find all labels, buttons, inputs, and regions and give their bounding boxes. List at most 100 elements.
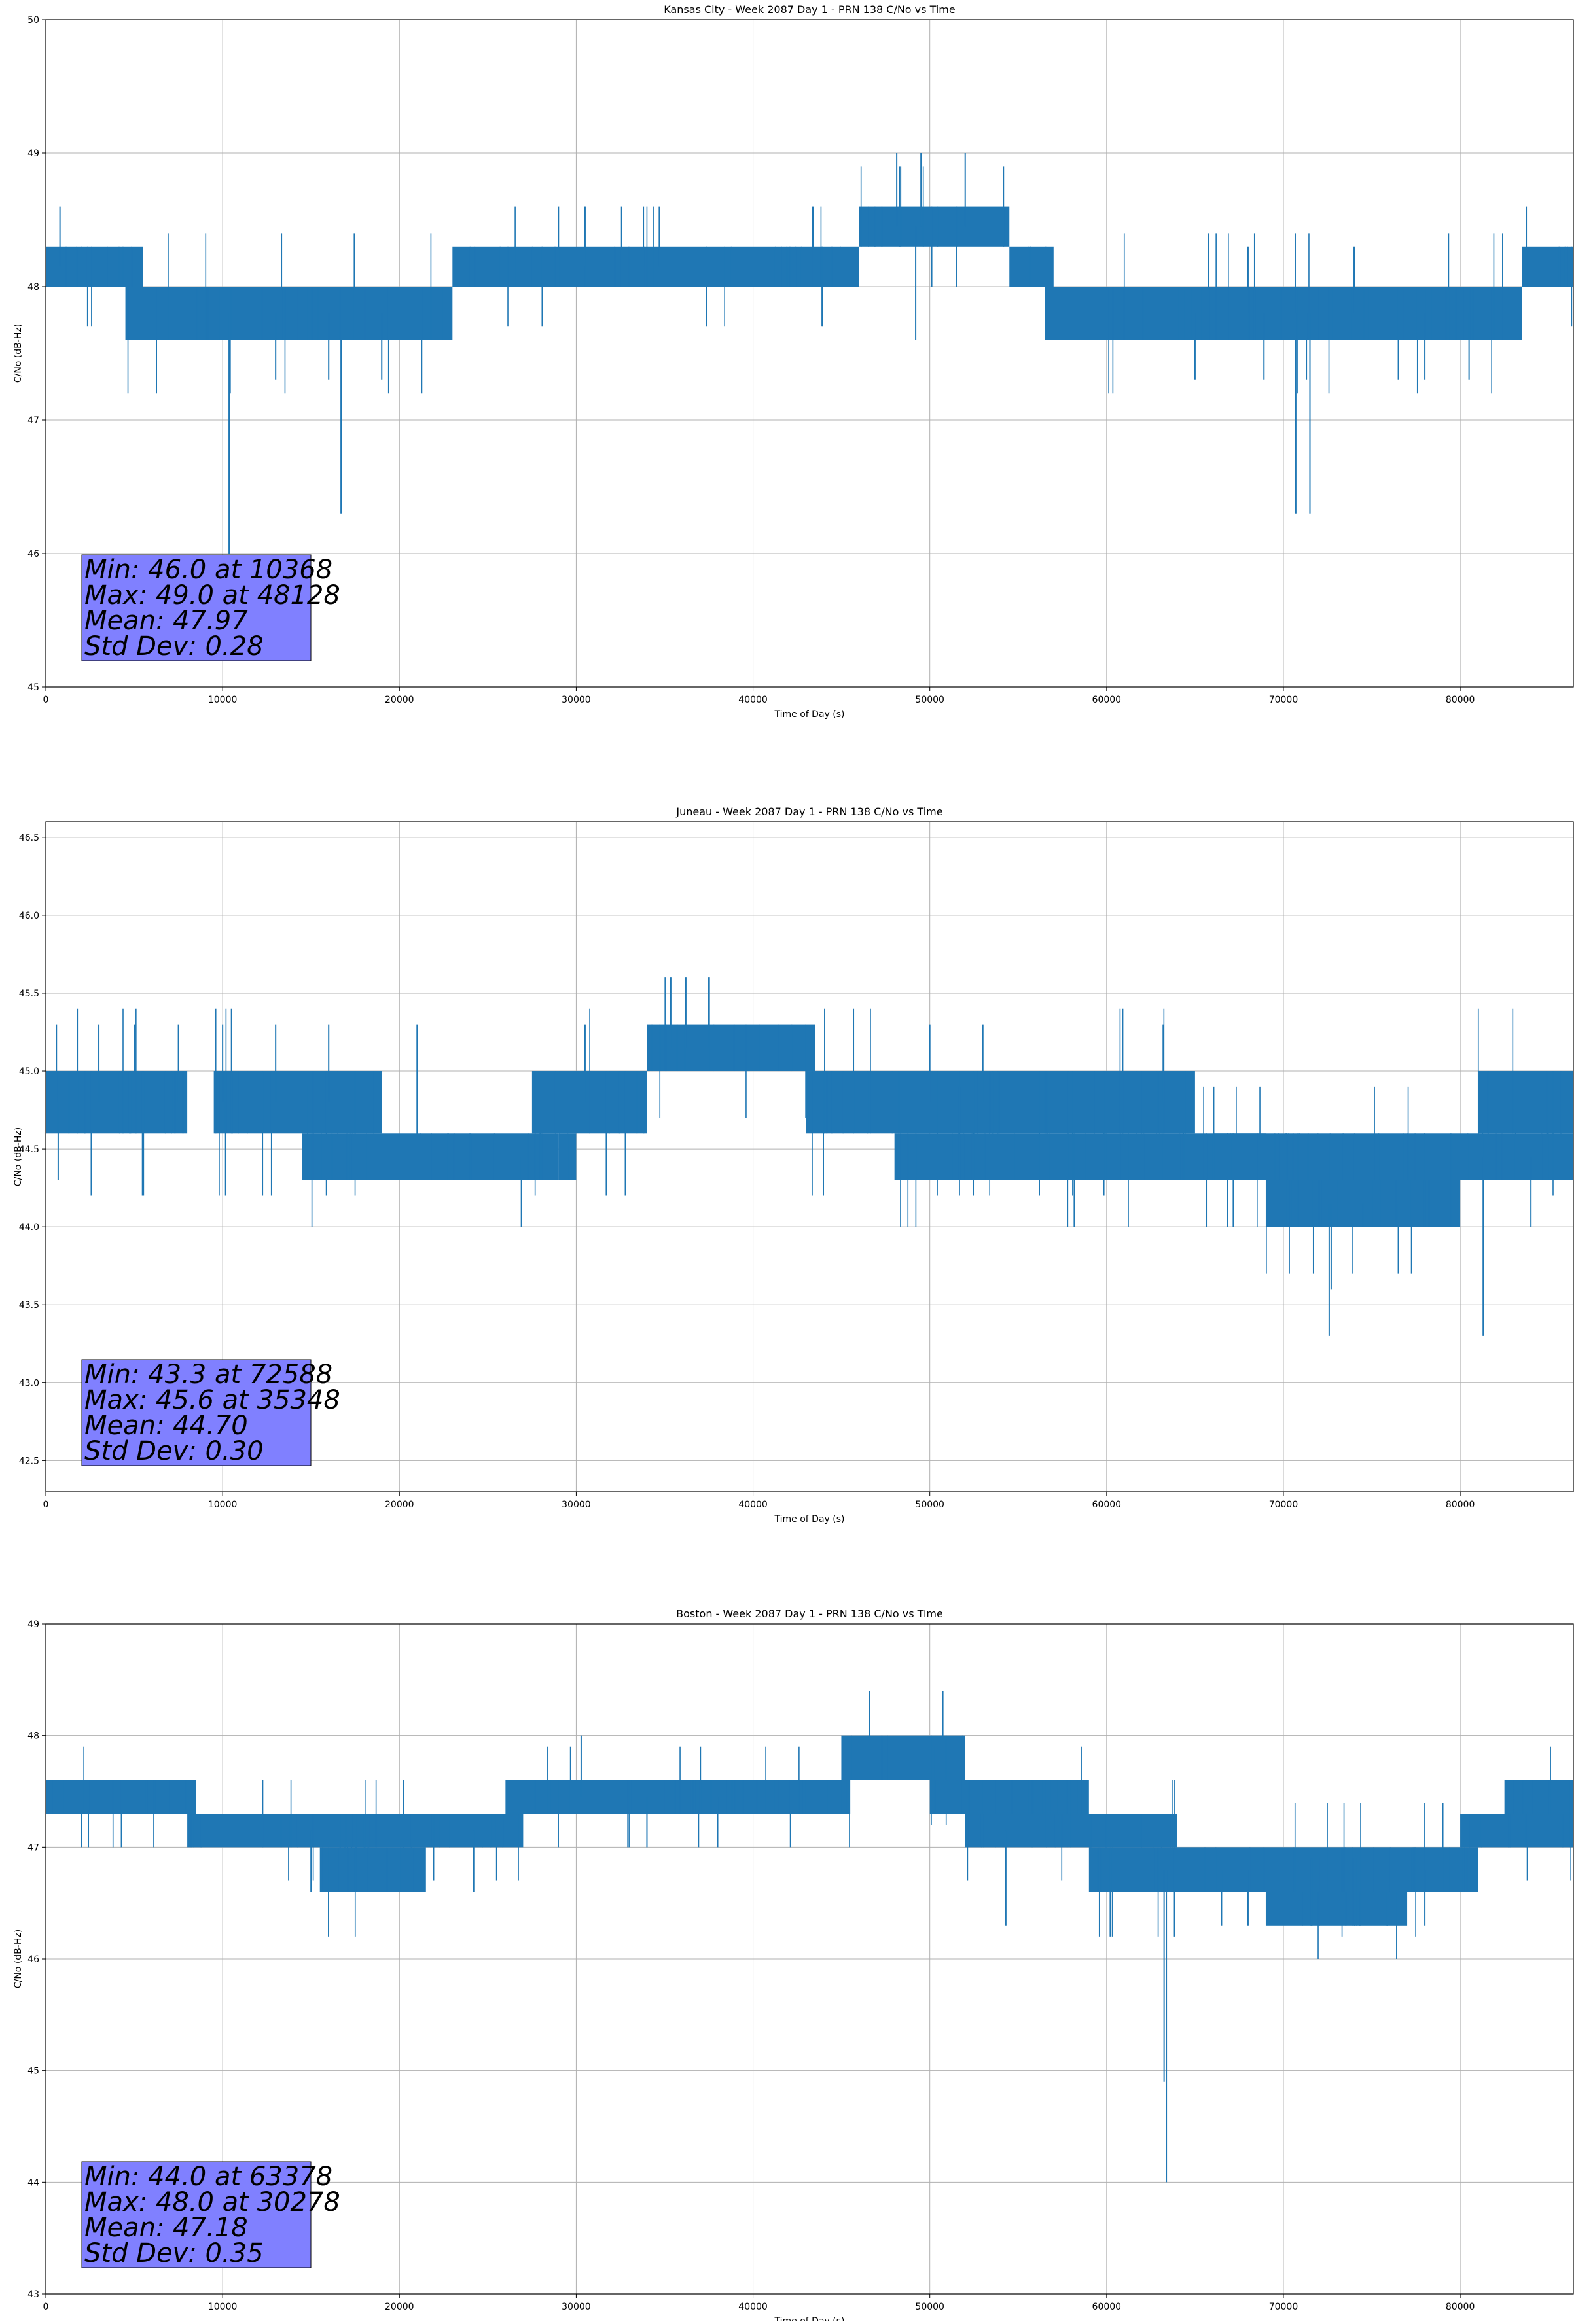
x-tick-label: 70000 — [1269, 2302, 1298, 2312]
stats-line: Min: 44.0 at 63378 — [84, 2162, 332, 2192]
y-tick-label: 45 — [27, 682, 39, 693]
y-tick-label: 46.0 — [19, 911, 39, 921]
series-band — [46, 246, 143, 287]
stats-line: Std Dev: 0.28 — [84, 631, 264, 661]
series-band — [1460, 1814, 1573, 1848]
y-tick-label: 43.5 — [19, 1300, 39, 1311]
y-tick-label: 49 — [27, 149, 39, 159]
y-tick-label: 43 — [27, 2289, 39, 2300]
stats-box-background — [81, 554, 312, 661]
x-tick-label: 30000 — [562, 1500, 591, 1510]
series-band — [1478, 1071, 1573, 1134]
y-tick-label: 47 — [27, 1842, 39, 1853]
stats-box-background — [81, 2161, 312, 2268]
series-band — [929, 1780, 1089, 1814]
series-band — [894, 1133, 1266, 1180]
series-band — [859, 206, 1010, 247]
series-line — [46, 153, 1573, 554]
x-tick-label: 10000 — [208, 695, 238, 705]
series-band — [841, 1735, 965, 1780]
x-tick-label: 30000 — [562, 695, 591, 705]
series-band — [647, 1024, 815, 1072]
chart-title: Juneau - Week 2087 Day 1 - PRN 138 C/No … — [675, 805, 942, 818]
series-band — [1469, 1133, 1573, 1180]
y-tick-label: 48 — [27, 282, 39, 292]
y-tick-label: 46 — [27, 549, 39, 559]
x-tick-label: 0 — [43, 2302, 49, 2312]
y-tick-label: 47 — [27, 415, 39, 426]
y-axis-label: C/No (dB-Hz) — [13, 1929, 24, 1988]
x-axis-label: Time of Day (s) — [774, 709, 845, 720]
x-tick-label: 50000 — [915, 695, 944, 705]
y-tick-label: 44.5 — [19, 1144, 39, 1155]
x-tick-label: 40000 — [738, 1500, 768, 1510]
stats-box-background — [81, 1359, 312, 1466]
x-tick-label: 20000 — [385, 695, 414, 705]
y-tick-label: 45.0 — [19, 1066, 39, 1077]
x-tick-label: 70000 — [1269, 1500, 1298, 1510]
series-band — [213, 1071, 382, 1134]
y-tick-label: 49 — [27, 1619, 39, 1630]
stats-line: Std Dev: 0.30 — [84, 1436, 264, 1466]
series-band — [505, 1780, 851, 1814]
series-band — [125, 287, 453, 340]
x-tick-label: 80000 — [1446, 2302, 1475, 2312]
series-line — [46, 1691, 1573, 2183]
stats-line: Mean: 47.18 — [84, 2213, 248, 2243]
y-tick-label: 50 — [27, 15, 39, 26]
y-tick-label: 44 — [27, 2177, 39, 2188]
axes-frame — [45, 821, 1574, 1492]
y-tick-label: 45 — [27, 2066, 39, 2077]
chart-title: Boston - Week 2087 Day 1 - PRN 138 C/No … — [676, 1608, 943, 1620]
series-band — [1088, 1847, 1177, 1892]
series-band — [1045, 287, 1522, 340]
series-band — [1018, 1071, 1195, 1134]
series-band — [302, 1133, 559, 1180]
x-tick-label: 20000 — [385, 2302, 414, 2312]
y-axis-label: C/No (dB-Hz) — [13, 1127, 24, 1186]
series-band — [187, 1814, 524, 1848]
y-tick-label: 42.5 — [19, 1456, 39, 1466]
x-axis-label: Time of Day (s) — [774, 1514, 845, 1524]
series-band — [1504, 1780, 1573, 1814]
series-band — [452, 246, 859, 287]
stats-line: Mean: 44.70 — [84, 1411, 248, 1441]
series-band — [806, 1071, 1018, 1134]
series-band — [1212, 1133, 1469, 1180]
y-axis-label: C/No (dB-Hz) — [13, 324, 24, 383]
chart-1: 0 10000 20000 30000 40000 50000 60000 70000 8000… — [13, 805, 1574, 1524]
x-axis-label: Time of Day (s) — [774, 2316, 845, 2321]
x-tick-label: 60000 — [1092, 695, 1122, 705]
x-tick-label: 80000 — [1446, 1500, 1475, 1510]
y-tick-label: 48 — [27, 1731, 39, 1742]
series-band — [46, 1071, 188, 1134]
stats-line: Max: 49.0 at 48128 — [84, 580, 340, 610]
series-line — [45, 977, 1573, 1336]
x-tick-label: 40000 — [738, 695, 768, 705]
chart-title: Kansas City - Week 2087 Day 1 - PRN 138 … — [664, 3, 955, 16]
x-tick-label: 0 — [43, 695, 49, 705]
x-tick-label: 50000 — [915, 2302, 944, 2312]
x-tick-label: 10000 — [208, 1500, 238, 1510]
stats-line: Std Dev: 0.35 — [84, 2238, 264, 2268]
stats-line: Min: 43.3 at 72588 — [84, 1360, 332, 1390]
x-tick-label: 20000 — [385, 1500, 414, 1510]
axes-frame — [45, 19, 1574, 688]
y-tick-label: 43.0 — [19, 1378, 39, 1388]
stats-line: Mean: 47.97 — [84, 606, 248, 636]
series-band — [319, 1847, 426, 1892]
x-tick-label: 60000 — [1092, 1500, 1122, 1510]
x-tick-label: 50000 — [915, 1500, 944, 1510]
stats-line: Max: 48.0 at 30278 — [84, 2187, 340, 2217]
x-tick-label: 30000 — [562, 2302, 591, 2312]
x-tick-label: 60000 — [1092, 2302, 1122, 2312]
x-tick-label: 10000 — [208, 2302, 238, 2312]
series-band — [1009, 246, 1054, 287]
y-tick-label: 44.0 — [19, 1222, 39, 1233]
x-tick-label: 0 — [43, 1500, 49, 1510]
x-tick-label: 40000 — [738, 2302, 768, 2312]
